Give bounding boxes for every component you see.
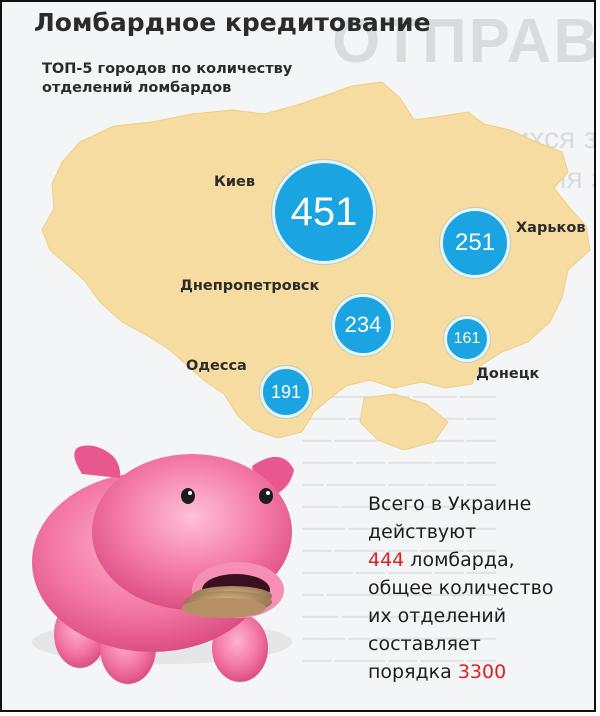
branch-count-bubble-odessa: 191 — [260, 366, 312, 418]
map-subtitle: ТОП-5 городов по количеству отделений ло… — [42, 60, 292, 98]
city-label-donetsk: Донецк — [476, 366, 540, 382]
city-label-kharkiv: Харьков — [516, 220, 586, 236]
background-print: ОТПРАВКА ВЗ — [332, 7, 596, 76]
summary-line: общее количество — [368, 577, 554, 599]
summary-line: действуют — [368, 521, 477, 543]
summary-line-prefix: порядка — [368, 661, 458, 683]
subtitle-line: отделений ломбардов — [42, 80, 232, 96]
branch-count-bubble-kiev: 451 — [272, 160, 376, 264]
summary-line: порядка 3300 — [368, 658, 554, 686]
city-label-kiev: Киев — [214, 174, 256, 190]
branch-count-bubble-dnipropetrovsk: 234 — [332, 294, 394, 356]
subtitle-line: ТОП-5 городов по количеству — [42, 61, 293, 77]
branch-count-bubble-donetsk: 161 — [444, 316, 490, 362]
city-label-dnipropetrovsk: Днепропетровск — [180, 278, 320, 294]
city-label-odessa: Одесса — [186, 358, 247, 374]
page-title: Ломбардное кредитование — [34, 8, 431, 37]
summary-line: 444 ломбарда, — [368, 546, 554, 574]
summary-line: Всего в Украине — [368, 493, 532, 515]
summary-line: составляет — [368, 633, 481, 655]
summary-line-suffix: ломбарда, — [404, 549, 515, 571]
crimea-shape — [359, 393, 449, 451]
summary-line: их отделений — [368, 605, 507, 627]
total-branches-count: 3300 — [457, 661, 507, 683]
piggy-bank-illustration — [32, 445, 294, 684]
summary-text: Всего в Украине действуют 444 ломбарда, … — [368, 490, 554, 686]
branch-count-bubble-kharkiv: 251 — [440, 208, 510, 278]
pawnshops-count: 444 — [368, 549, 405, 571]
